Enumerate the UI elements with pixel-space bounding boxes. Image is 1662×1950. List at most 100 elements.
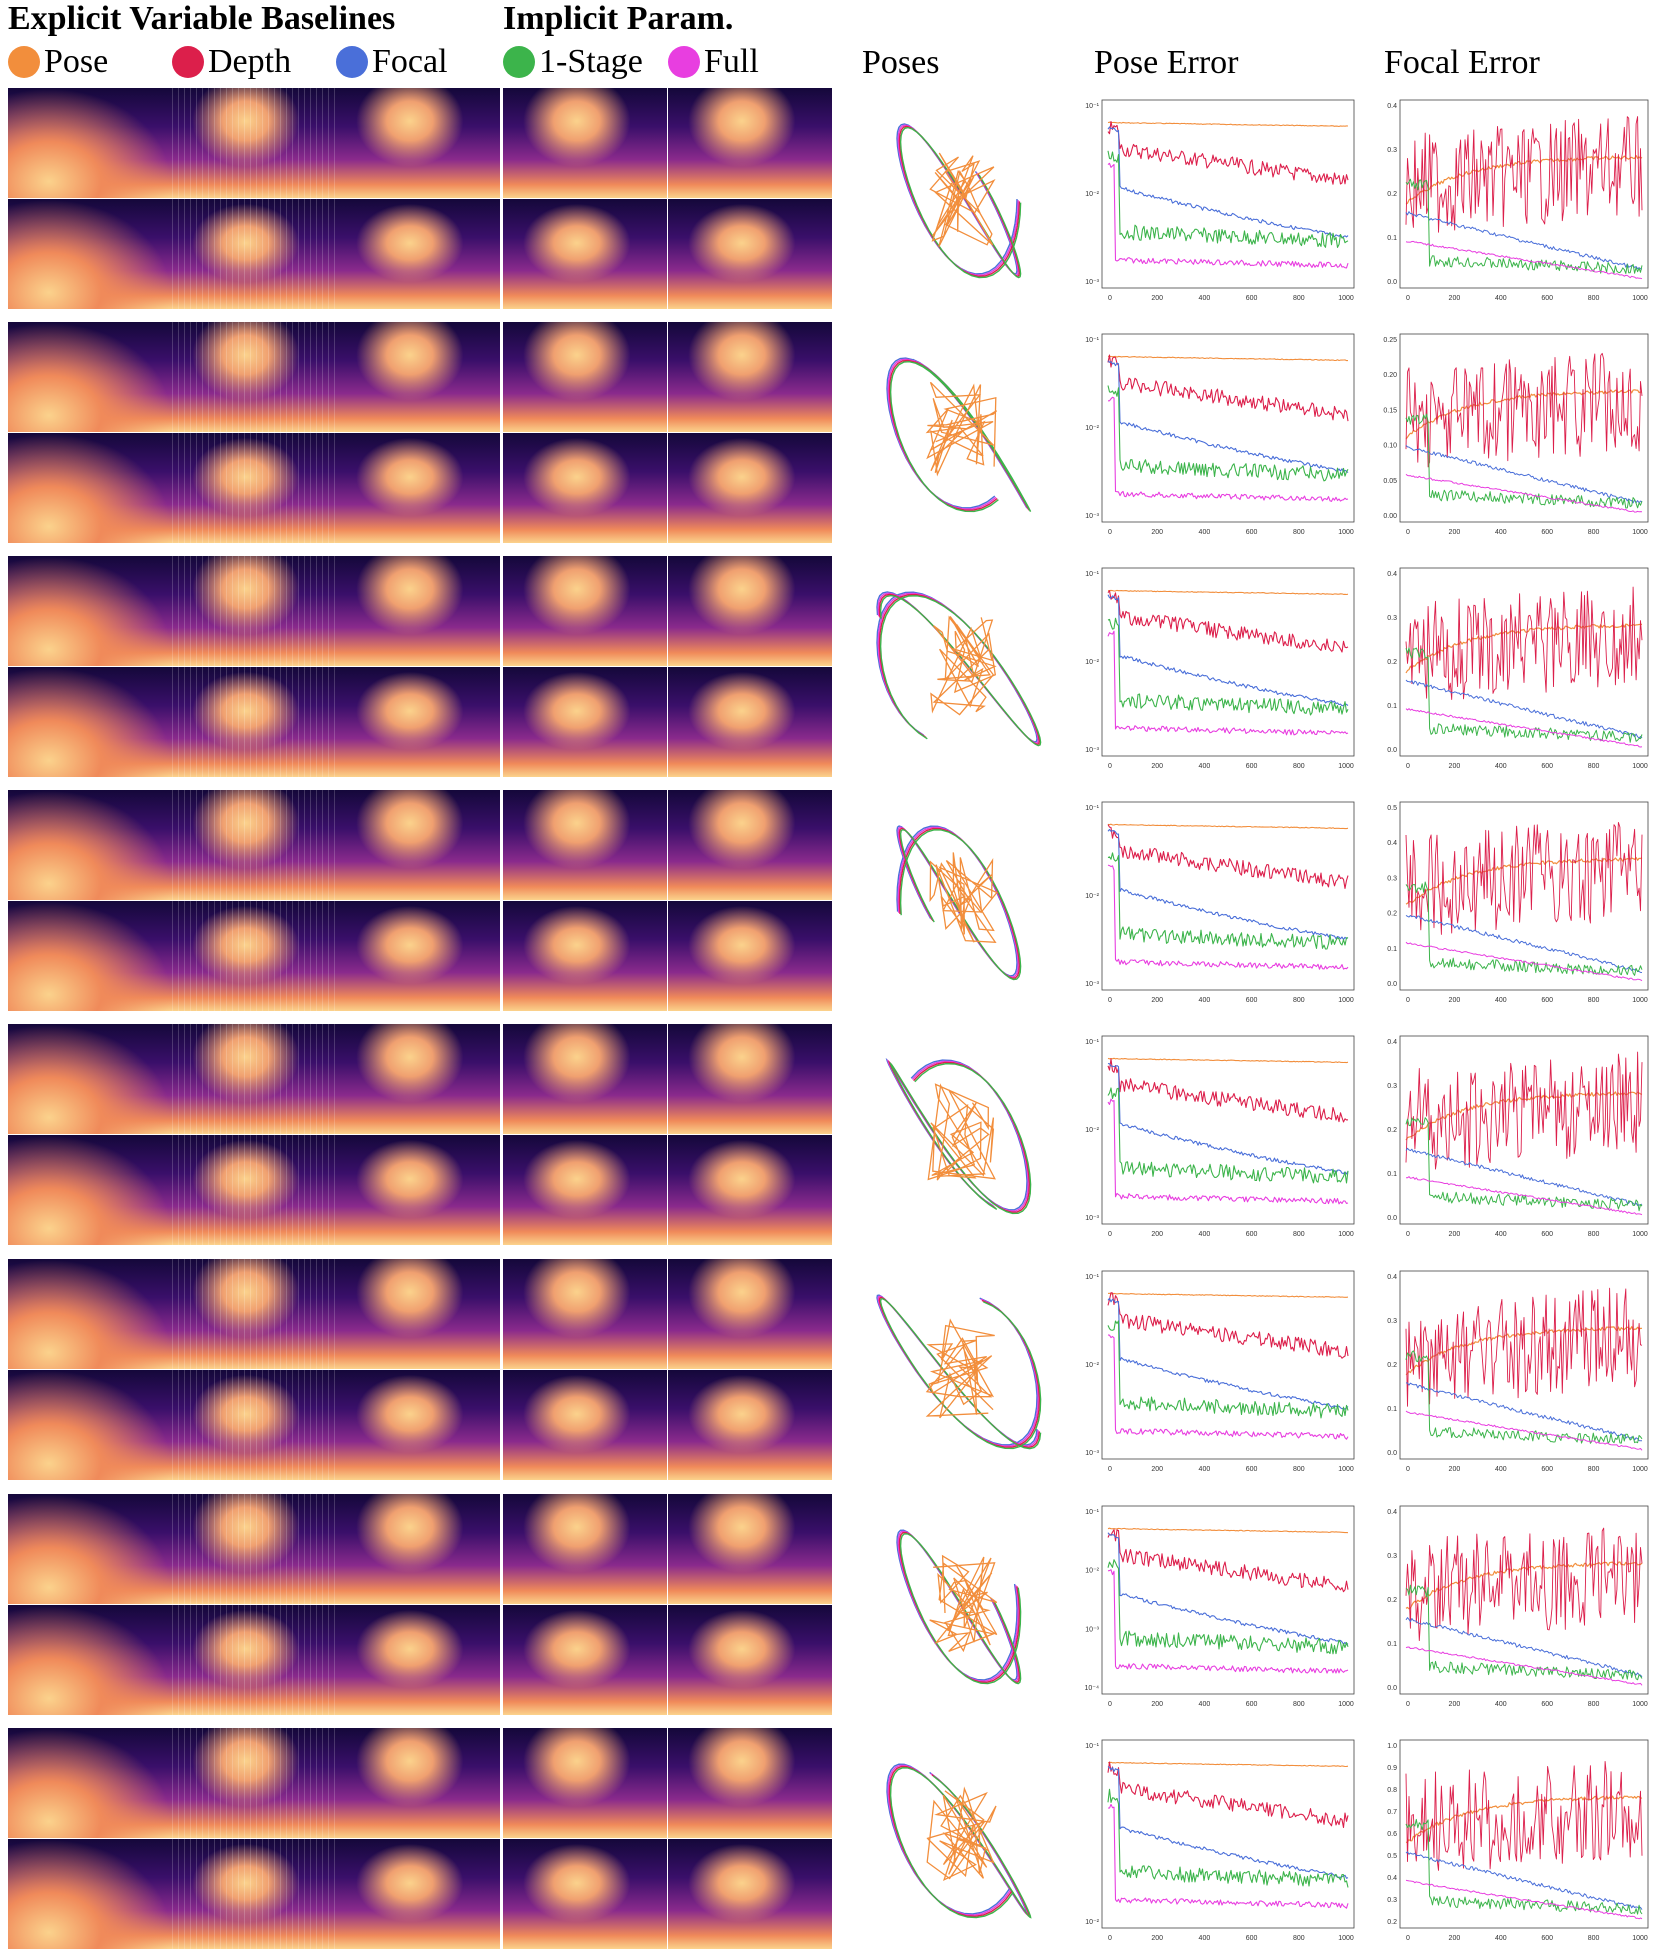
x-tick-label: 0 xyxy=(1406,1231,1410,1238)
series-focal xyxy=(1405,914,1643,973)
series-stage1 xyxy=(1405,1350,1643,1444)
pose-path-0 xyxy=(896,123,1018,275)
depth-map-full xyxy=(668,322,832,432)
series-pose xyxy=(1107,1057,1349,1064)
y-tick-label: 0.15 xyxy=(1383,407,1397,414)
x-tick-label: 200 xyxy=(1449,295,1461,302)
pose-error-plot: 0 200 400 600 800 1000 10⁻¹ 10⁻² 10⁻³ xyxy=(1085,567,1355,770)
series-pose xyxy=(1107,589,1349,596)
poses-trajectory-plot xyxy=(876,591,1042,747)
series-focal xyxy=(1107,360,1349,473)
y-tick-label: 10⁻³ xyxy=(1085,1215,1099,1222)
series-stage1 xyxy=(1405,647,1643,743)
x-tick-label: 0 xyxy=(1108,529,1112,536)
series-depth xyxy=(1107,1761,1349,1829)
y-tick-label: 10⁻² xyxy=(1085,191,1099,198)
x-tick-label: 400 xyxy=(1495,763,1507,770)
pose-path-baseline xyxy=(927,1083,996,1181)
y-tick-label: 0.1 xyxy=(1387,1171,1397,1178)
depth-map-focal xyxy=(336,667,500,777)
depth-map-pose xyxy=(8,1839,172,1949)
x-tick-label: 400 xyxy=(1199,1701,1211,1708)
x-tick-label: 600 xyxy=(1541,763,1553,770)
depth-map-depth xyxy=(172,1839,336,1949)
series-stage1 xyxy=(1405,413,1643,509)
pose-error-plot: 0 200 400 600 800 1000 10⁻¹ 10⁻² 10⁻³ xyxy=(1085,1270,1355,1473)
series-focal xyxy=(1107,126,1349,239)
x-tick-label: 400 xyxy=(1495,1466,1507,1473)
y-tick-label: 0.4 xyxy=(1387,1039,1397,1046)
x-tick-label: 200 xyxy=(1449,1231,1461,1238)
depth-map-focal xyxy=(336,322,500,432)
scene-row-bust: 0 200 400 600 800 1000 10⁻¹ 10⁻² 10⁻³ 0 200 400 600 8… xyxy=(0,322,1662,544)
series-stage1 xyxy=(1107,1087,1349,1184)
x-tick-label: 1000 xyxy=(1338,763,1354,770)
plot-frame xyxy=(1399,1739,1649,1929)
y-tick-label: 10⁻² xyxy=(1085,1362,1099,1369)
series-depth xyxy=(1107,1529,1349,1593)
x-tick-label: 400 xyxy=(1495,295,1507,302)
x-tick-label: 600 xyxy=(1246,1466,1258,1473)
y-tick-label: 0.1 xyxy=(1387,703,1397,710)
depth-map-depth xyxy=(172,433,336,543)
pose-path-baseline xyxy=(929,1554,998,1653)
x-tick-label: 400 xyxy=(1495,529,1507,536)
series-depth xyxy=(1405,586,1643,700)
x-tick-label: 0 xyxy=(1108,1935,1112,1942)
series-focal xyxy=(1405,444,1643,504)
pose-error-plot: 0 200 400 600 800 1000 10⁻¹ 10⁻² 10⁻³ 10⁻⁴ xyxy=(1085,1505,1355,1708)
x-tick-label: 400 xyxy=(1199,529,1211,536)
x-tick-label: 400 xyxy=(1495,1701,1507,1708)
y-tick-label: 0.00 xyxy=(1383,513,1397,520)
poses-trajectory-plot xyxy=(886,357,1032,513)
depth-map-pose xyxy=(8,1728,172,1838)
y-tick-label: 0.3 xyxy=(1387,875,1397,882)
y-tick-label: 10⁻¹ xyxy=(1085,1509,1099,1516)
series-focal xyxy=(1405,1382,1642,1442)
depth-map-stage1 xyxy=(503,199,667,309)
x-tick-label: 800 xyxy=(1588,763,1600,770)
legend-focal: Focal xyxy=(336,42,448,82)
focal-error-plot: 0 200 400 600 800 1000 0.0 0.1 0.2 0.3 0.4 xyxy=(1387,567,1649,770)
depth-map-stage1 xyxy=(503,667,667,777)
x-tick-label: 800 xyxy=(1588,1466,1600,1473)
depth-map-stage1 xyxy=(503,1494,667,1604)
depth-map-stage1 xyxy=(503,1605,667,1715)
plot-frame xyxy=(1101,567,1355,757)
series-depth xyxy=(1405,821,1643,935)
depth-map-full xyxy=(668,199,832,309)
x-tick-label: 0 xyxy=(1108,997,1112,1004)
x-tick-label: 600 xyxy=(1541,997,1553,1004)
depth-map-depth xyxy=(172,556,336,666)
poses-trajectory-plot xyxy=(876,1294,1042,1450)
stage1-color-dot xyxy=(503,46,535,78)
x-tick-label: 200 xyxy=(1449,763,1461,770)
focal-error-plot: 0 200 400 600 800 1000 0.0 0.1 0.2 0.3 0.4 xyxy=(1387,99,1649,302)
depth-map-focal xyxy=(336,1135,500,1245)
depth-map-full xyxy=(668,667,832,777)
y-tick-label: 1.0 xyxy=(1387,1743,1397,1750)
pose-path-1 xyxy=(897,1530,1019,1682)
focal-error-plot: 0 200 400 600 800 1000 0.0 0.1 0.2 0.3 0.4 xyxy=(1387,1270,1649,1473)
scene-row-room: 0 200 400 600 800 1000 10⁻¹ 10⁻² 0 200 400 600 800 10… xyxy=(0,1728,1662,1950)
series-stage1 xyxy=(1107,385,1349,482)
pose-error-plot: 0 200 400 600 800 1000 10⁻¹ 10⁻² 10⁻³ xyxy=(1085,99,1355,302)
pose-path-baseline xyxy=(929,152,996,247)
x-tick-label: 1000 xyxy=(1338,529,1354,536)
series-focal xyxy=(1107,828,1349,941)
series-full xyxy=(1107,630,1349,736)
x-tick-label: 200 xyxy=(1151,295,1163,302)
pose-error-plot: 0 200 400 600 800 1000 10⁻¹ 10⁻² xyxy=(1085,1739,1355,1942)
x-tick-label: 800 xyxy=(1293,1231,1305,1238)
depth-map-pose xyxy=(8,1370,172,1480)
x-tick-label: 600 xyxy=(1541,1935,1553,1942)
column-title-focal-error: Focal Error xyxy=(1384,44,1540,81)
x-tick-label: 1000 xyxy=(1338,1466,1354,1473)
y-tick-label: 10⁻¹ xyxy=(1085,571,1099,578)
pose-path-0 xyxy=(896,1529,1018,1681)
depth-map-focal xyxy=(336,556,500,666)
depth-map-pose xyxy=(8,1494,172,1604)
series-focal xyxy=(1107,1532,1349,1646)
y-tick-label: 10⁻² xyxy=(1085,1568,1099,1575)
depth-map-stage1 xyxy=(503,322,667,432)
